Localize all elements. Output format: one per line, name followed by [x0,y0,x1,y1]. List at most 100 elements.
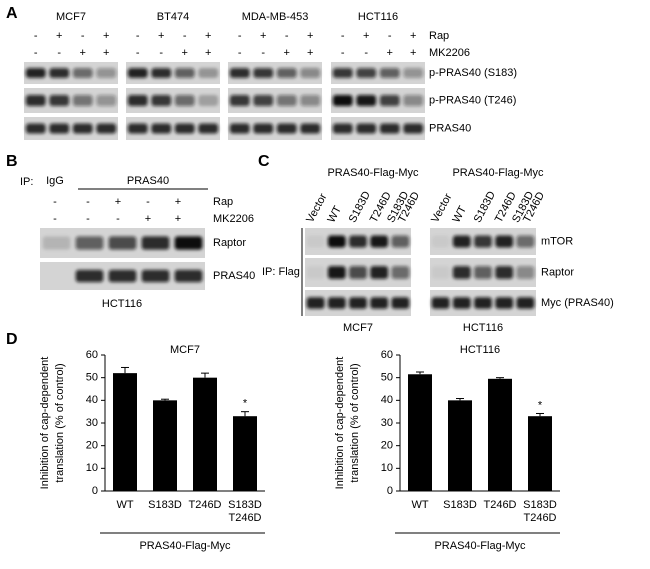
bar [113,373,137,491]
cell-line-label: BT474 [157,11,189,23]
x-tick-label: T246D [523,512,556,524]
band [49,123,70,134]
band [174,269,203,283]
treatment-sign: + [103,47,109,59]
band [431,235,450,248]
chart-title: HCT116 [460,344,500,356]
band [379,95,400,106]
y-tick-label: 50 [381,372,393,384]
blot [331,117,425,140]
band [151,95,172,106]
blot-label: PRAS40 [429,122,471,134]
band [431,266,450,279]
treatment-label: MK2206 [213,213,254,225]
band [452,297,471,309]
group-label: PRAS40-Flag-Myc [434,540,526,552]
treatment-sign: + [284,47,290,59]
treatment-sign: - [159,47,163,59]
band [25,95,46,106]
panel-label: A [6,5,18,22]
y-tick-label: 10 [381,462,393,474]
band [198,95,219,106]
band [349,266,367,279]
x-tick-label: T246D [483,499,516,511]
treatment-sign: + [363,30,369,42]
band [474,266,492,279]
band [356,95,377,106]
treatment-sign: + [410,47,416,59]
band [495,297,514,309]
band [75,269,104,283]
treatment-sign: + [307,30,313,42]
treatment-sign: + [56,30,62,42]
band [516,235,535,248]
band [25,68,46,78]
bar [193,377,217,491]
band [356,123,377,134]
treatment-sign: + [175,196,181,208]
band [141,236,170,250]
panel-label: C [258,153,270,170]
blot-label: Raptor [541,266,574,278]
cell-line-label: MCF7 [343,322,373,334]
band [327,266,346,279]
band [96,68,117,78]
treatment-sign: + [260,30,266,42]
treatment-sign: + [410,30,416,42]
treatment-sign: - [57,47,61,59]
band [452,266,471,279]
lane-label: WT [450,204,469,225]
treatment-sign: - [34,30,38,42]
band [306,297,325,309]
treatment-sign: - [136,30,140,42]
band [75,236,104,250]
band [72,123,93,134]
treatment-sign: + [103,30,109,42]
x-tick-label: T246D [188,499,221,511]
x-tick-label: WT [411,499,428,511]
treatment-sign: + [307,47,313,59]
cell-line-label: HCT116 [358,11,398,23]
band [198,123,219,134]
y-axis-label: translation (% of control) [54,363,66,482]
band [452,235,471,248]
x-tick-label: S183D [228,499,262,511]
band [391,297,410,309]
band [474,235,492,248]
band [306,266,325,279]
treatment-sign: - [136,47,140,59]
x-tick-label: S183D [523,499,557,511]
treatment-sign: + [387,47,393,59]
y-tick-label: 60 [381,349,393,361]
band [370,297,389,309]
blot-label: mTOR [541,235,573,247]
treatment-sign: + [158,30,164,42]
band [174,95,195,106]
bar [448,400,472,491]
cell-line-label: MDA-MB-453 [242,11,309,23]
x-tick-label: S183D [148,499,182,511]
treatment-sign: - [86,196,90,208]
band [474,297,492,309]
blot [331,62,425,84]
band [495,235,514,248]
annotation: * [538,399,543,411]
blot [228,117,322,140]
treatment-sign: - [53,213,57,225]
treatment-label: Rap [429,30,449,42]
treatment-sign: - [81,30,85,42]
band [403,95,424,106]
band [108,269,137,283]
panel-label: D [6,331,18,348]
y-tick-label: 10 [86,462,98,474]
band [96,123,117,134]
treatment-sign: + [115,196,121,208]
y-tick-label: 30 [381,417,393,429]
treatment-sign: + [182,47,188,59]
band [72,95,93,106]
band [174,123,195,134]
band [332,123,353,134]
treatment-sign: - [238,47,242,59]
treatment-sign: + [205,30,211,42]
band [49,95,70,106]
